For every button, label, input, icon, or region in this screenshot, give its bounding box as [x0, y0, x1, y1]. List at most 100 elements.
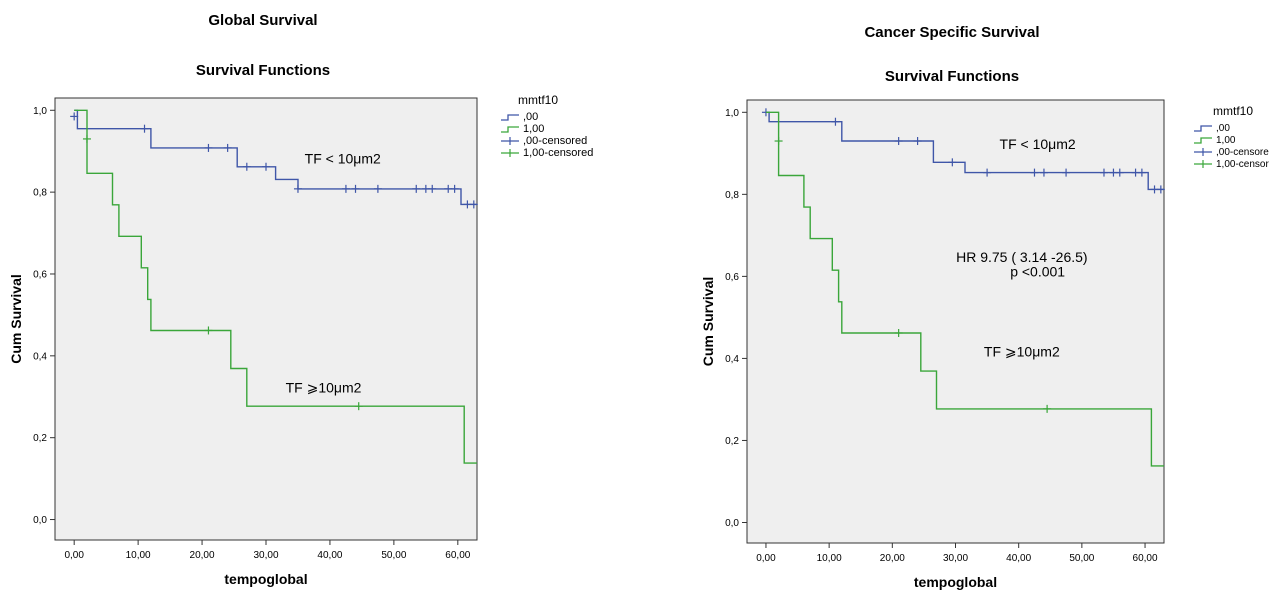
x-tick-label: 0,00: [64, 550, 84, 561]
chart-suptitle: Global Survival: [208, 12, 318, 29]
censor-mark-series-0: [1115, 168, 1124, 177]
y-tick-label: 1,0: [33, 106, 47, 117]
censor-mark-series-0: [140, 124, 149, 133]
legend-label: 1,00-censored: [523, 147, 594, 159]
x-tick-label: 60,00: [445, 550, 470, 561]
censor-mark-series-0: [1030, 168, 1039, 177]
legend-item-series-00: ,00: [500, 111, 593, 123]
censor-mark-series-0: [1062, 168, 1071, 177]
chart-annotation: TF ⩾10μm2: [984, 343, 1060, 359]
y-tick-label: 0,6: [725, 272, 739, 283]
y-tick-label: 0,0: [33, 515, 47, 526]
legend-item-censored-00: ,00-censore: [1193, 146, 1269, 158]
censor-mark-series-0: [341, 184, 350, 193]
step-line-blue-icon: [1194, 125, 1212, 132]
step-line-blue-icon: [501, 114, 519, 121]
chart-suptitle: Cancer Specific Survival: [864, 24, 1040, 41]
x-tick-label: 20,00: [880, 553, 905, 564]
censor-mark-series-0: [469, 200, 478, 209]
censor-mark-series-0: [428, 184, 437, 193]
y-tick-label: 0,6: [33, 269, 47, 280]
x-tick-label: 40,00: [1006, 553, 1031, 564]
y-tick-label: 0,4: [725, 354, 739, 365]
legend-item-series-100: 1,00: [500, 123, 593, 135]
censor-mark-series-0: [948, 158, 957, 167]
legend-title: mmtf10: [518, 93, 559, 107]
censor-mark-series-0: [262, 162, 270, 171]
censor-mark-series-0: [450, 184, 459, 193]
chart-annotation: TF ⩾10μm2: [286, 380, 362, 396]
cancer-specific-survival-panel: Cancer Specific Survival Survival Functi…: [690, 0, 1275, 595]
censor-mark-series-0: [1137, 168, 1146, 177]
chart-annotation: TF < 10μm2: [305, 150, 381, 166]
censor-mark-series-0: [412, 184, 421, 193]
censor-mark-series-1: [894, 328, 903, 337]
legend-item-censored-00: ,00-censored: [500, 135, 593, 147]
chart-title: Survival Functions: [195, 62, 331, 79]
censor-mark-series-0: [1099, 168, 1108, 177]
legend-label: ,00: [523, 111, 539, 123]
chart-title: Survival Functions: [884, 68, 1020, 85]
chart-legend: mmtf10 ,00 1,00 ,00-censore 1,00-censor: [1193, 104, 1269, 170]
censor-plus-blue-icon: [1194, 148, 1212, 156]
censor-mark-series-0: [373, 184, 382, 193]
legend-label: ,00-censore: [1216, 146, 1269, 158]
survival-line-series-1: [74, 109, 477, 464]
legend-item-series-100: 1,00: [1193, 134, 1269, 146]
legend-label: ,00: [1216, 122, 1230, 134]
censor-plus-green-icon: [1194, 160, 1212, 168]
censor-mark-series-0: [913, 137, 922, 146]
legend-label: 1,00: [1216, 134, 1236, 146]
censor-mark-series-1: [204, 326, 213, 335]
step-line-green-icon: [1194, 137, 1212, 144]
step-line-green-icon: [501, 126, 519, 133]
legend-label: ,00-censored: [523, 135, 588, 147]
y-tick-label: 0,2: [33, 433, 47, 444]
x-tick-label: 60,00: [1133, 553, 1158, 564]
x-tick-label: 30,00: [943, 553, 968, 564]
global-survival-chart: 0,0 0,2 0,4 0,6 0,8 1,0 0,00 10,00 20,00 30,00 40,…: [8, 97, 478, 587]
cancer-specific-survival-chart: 0,0 0,2 0,4 0,6 0,8 1,0 0,00 10,00 20,00 30,00 40,…: [700, 99, 1165, 590]
legend-item-series-00: ,00: [1193, 122, 1269, 134]
censor-plus-green-icon: [501, 149, 519, 157]
legend-item-censored-100: 1,00-censored: [500, 147, 593, 159]
y-tick-label: 0,4: [33, 351, 47, 362]
y-tick-label: 0,8: [725, 190, 739, 201]
y-tick-label: 0,2: [725, 436, 739, 447]
y-tick-label: 1,0: [725, 108, 739, 119]
x-tick-label: 0,00: [756, 553, 776, 564]
censor-mark-series-0: [983, 168, 992, 177]
legend-label: 1,00-censor: [1216, 158, 1269, 170]
x-axis-title: tempoglobal: [224, 571, 307, 587]
legend-title: mmtf10: [1213, 104, 1254, 118]
legend-item-censored-100: 1,00-censor: [1193, 158, 1269, 170]
chart-legend: mmtf10 ,00 1,00 ,00-censored 1,00-censor…: [500, 93, 593, 159]
x-tick-label: 50,00: [381, 550, 406, 561]
x-tick-label: 10,00: [126, 550, 151, 561]
censor-mark-series-1: [1043, 404, 1052, 413]
censor-mark-series-0: [293, 184, 302, 193]
censor-mark-series-0: [70, 112, 79, 121]
x-tick-label: 20,00: [190, 550, 215, 561]
x-tick-label: 40,00: [317, 550, 342, 561]
censor-plus-blue-icon: [501, 137, 519, 145]
censor-mark-series-0: [1039, 168, 1048, 177]
chart-annotation: TF < 10μm2: [1000, 136, 1076, 152]
censor-mark-series-1: [354, 402, 363, 411]
censor-mark-series-1: [82, 134, 91, 143]
censor-mark-series-0: [831, 117, 840, 126]
survival-line-series-1: [766, 111, 1164, 467]
legend-label: 1,00: [523, 123, 545, 135]
x-tick-label: 30,00: [253, 550, 278, 561]
plot-area: [54, 97, 478, 541]
chart-annotation: p <0.001: [1010, 263, 1065, 279]
censor-mark-series-1: [774, 137, 783, 146]
censor-mark-series-0: [894, 137, 903, 146]
y-tick-label: 0,0: [725, 518, 739, 529]
y-axis-title: Cum Survival: [700, 277, 716, 366]
censor-mark-series-0: [242, 162, 251, 171]
chart-annotation: HR 9.75 ( 3.14 -26.5): [956, 249, 1088, 265]
plot-area: [746, 99, 1165, 544]
y-axis-title: Cum Survival: [8, 274, 24, 363]
censor-mark-series-0: [223, 143, 232, 152]
